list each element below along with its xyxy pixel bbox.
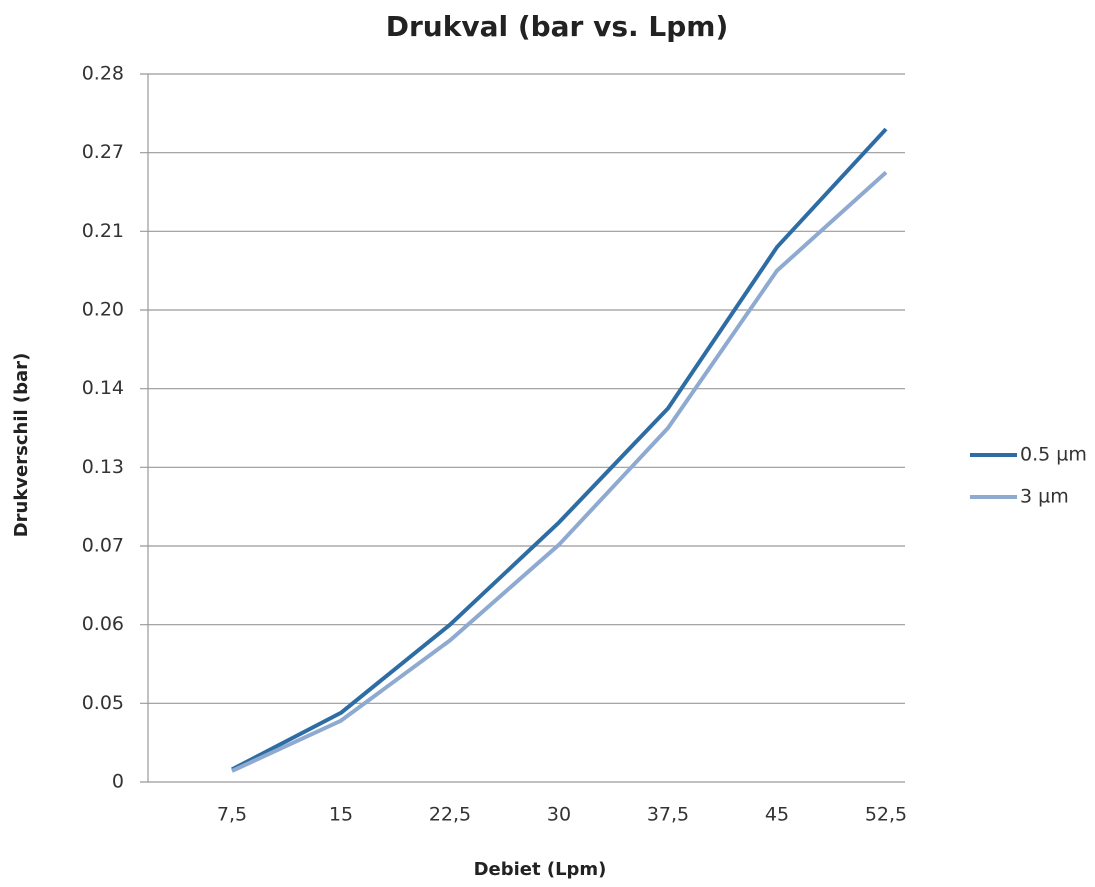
x-tick-label: 7,5 [217, 804, 247, 826]
data-line [231, 127, 888, 772]
x-tick-label: 30 [547, 804, 571, 826]
x-tick-label: 37,5 [647, 804, 689, 826]
y-tick-label: 0.07 [82, 535, 124, 557]
y-tick-label: 0.06 [82, 613, 124, 635]
legend-label: 0.5 µm [1020, 444, 1087, 466]
y-tick-label: 0.20 [82, 299, 124, 321]
y-tick-label: 0.05 [82, 692, 124, 714]
y-tick-label: 0.14 [82, 377, 124, 399]
y-tick-label: 0.28 [82, 63, 124, 85]
x-tick-label: 22,5 [429, 804, 471, 826]
y-tick-label: 0 [112, 771, 124, 793]
y-tick-label: 0.13 [82, 456, 124, 478]
y-tick-label: 0.21 [82, 220, 124, 242]
x-tick-label: 52,5 [865, 804, 907, 826]
x-axis-label: Debiet (Lpm) [474, 859, 607, 880]
data-line [231, 170, 888, 773]
y-axis-label: Drukverschil (bar) [11, 353, 32, 538]
chart-title: Drukval (bar vs. Lpm) [386, 10, 729, 43]
x-tick-label: 45 [765, 804, 789, 826]
y-tick-label: 0.27 [82, 141, 124, 163]
legend-label: 3 µm [1020, 486, 1069, 508]
x-tick-label: 15 [329, 804, 353, 826]
